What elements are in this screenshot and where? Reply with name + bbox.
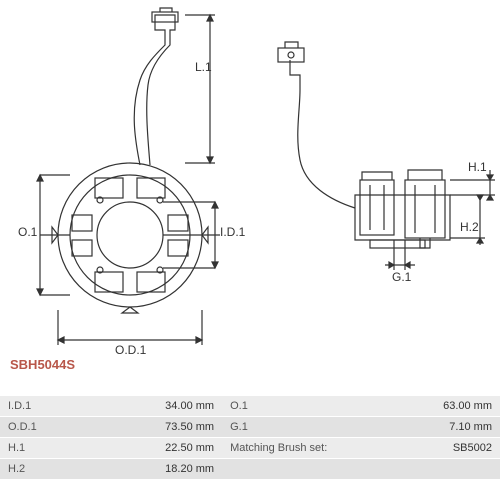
spec-value: 22.50 mm (72, 438, 222, 459)
dim-label-o1: O.1 (18, 225, 37, 239)
spec-label: Matching Brush set: (222, 438, 348, 459)
table-row: O.D.1 73.50 mm G.1 7.10 mm (0, 417, 500, 438)
technical-diagram: L.1 O.1 I.D.1 O.D.1 H.1 H.2 G.1 (0, 0, 500, 370)
spec-label (222, 459, 348, 480)
spec-value: 73.50 mm (72, 417, 222, 438)
spec-value: 63.00 mm (348, 396, 500, 417)
spec-label: I.D.1 (0, 396, 72, 417)
spec-value: SB5002 (348, 438, 500, 459)
dim-label-id1: I.D.1 (220, 225, 245, 239)
dim-label-l1: L.1 (195, 60, 212, 74)
spec-value: 7.10 mm (348, 417, 500, 438)
part-number: SBH5044S (10, 357, 75, 372)
diagram-svg (0, 0, 500, 370)
spec-label: G.1 (222, 417, 348, 438)
dim-label-g1: G.1 (392, 270, 411, 284)
spec-value (348, 459, 500, 480)
dim-label-h2: H.2 (460, 220, 479, 234)
spec-value: 18.20 mm (72, 459, 222, 480)
table-row: H.2 18.20 mm (0, 459, 500, 480)
spec-label: O.D.1 (0, 417, 72, 438)
table-row: I.D.1 34.00 mm O.1 63.00 mm (0, 396, 500, 417)
spec-value: 34.00 mm (72, 396, 222, 417)
spec-table: I.D.1 34.00 mm O.1 63.00 mm O.D.1 73.50 … (0, 396, 500, 480)
dim-label-od1: O.D.1 (115, 343, 146, 357)
dim-label-h1: H.1 (468, 160, 487, 174)
spec-label: O.1 (222, 396, 348, 417)
spec-label: H.2 (0, 459, 72, 480)
table-row: H.1 22.50 mm Matching Brush set: SB5002 (0, 438, 500, 459)
spec-label: H.1 (0, 438, 72, 459)
